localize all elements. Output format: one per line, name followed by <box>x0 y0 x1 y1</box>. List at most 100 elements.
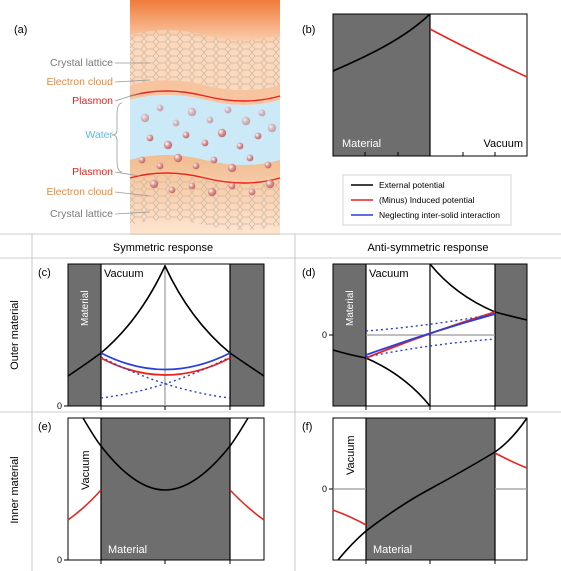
legend-neglecting-label: Neglecting inter-solid interaction <box>379 210 500 220</box>
panel-b-vacuum-label: Vacuum <box>483 138 523 150</box>
water-molecule <box>248 188 256 196</box>
panel-e-tick-zero: 0 <box>57 555 62 565</box>
water-molecule <box>264 161 272 169</box>
panel-e-material-label: Material <box>108 544 147 556</box>
label-water: Water <box>85 129 113 141</box>
water-molecule <box>241 116 251 126</box>
panel-b-material-label: Material <box>342 138 381 150</box>
panel-c-vacuum-label: Vacuum <box>104 268 144 280</box>
panel-c: (c) Vacuum Material 0 <box>38 263 265 411</box>
label-electron-cloud-top: Electron cloud <box>46 76 113 88</box>
panel-c-frame <box>67 263 265 407</box>
water-molecule <box>206 116 214 124</box>
water-molecule <box>227 163 237 173</box>
panel-d: (d) Vacuum Material 0 <box>302 263 528 410</box>
water-molecule <box>265 179 275 189</box>
water-molecule <box>210 156 218 164</box>
water-molecule <box>172 119 180 127</box>
panel-f: (f) Vacuum Material 0 <box>302 417 528 564</box>
panel-b-label: (b) <box>302 24 315 36</box>
panel-f-induced-right <box>494 452 528 469</box>
water-molecule <box>258 109 266 117</box>
panel-c-neglecting-dotted-1 <box>100 356 231 399</box>
panel-f-label: (f) <box>302 421 312 433</box>
water-molecule <box>146 134 154 142</box>
bottom-plasmon-line <box>129 172 281 184</box>
water-molecule <box>156 162 164 170</box>
panel-c-neglecting-dotted-2 <box>100 356 231 399</box>
label-plasmon-bottom: Plasmon <box>72 166 113 178</box>
water-molecule <box>163 140 173 150</box>
panel-c-external-potential <box>67 264 265 377</box>
panel-d-neglecting-dotted-2 <box>365 338 496 358</box>
panel-a-leader-lines <box>111 62 151 215</box>
water-molecule <box>168 186 176 194</box>
panel-d-material-left <box>333 264 366 406</box>
panel-c-material-label: Material <box>80 290 91 326</box>
top-crystal-lattice <box>130 30 280 90</box>
panel-b-material-region <box>333 14 430 156</box>
water-molecule <box>201 139 209 147</box>
grid-lines <box>0 233 561 571</box>
water-molecule <box>173 153 183 163</box>
panel-e-induced-right <box>229 489 265 521</box>
panel-d-material-label: Material <box>345 290 356 326</box>
legend-induced-label: (Minus) Induced potential <box>379 195 475 205</box>
panel-e-ticks <box>64 559 231 564</box>
panel-c-material-left <box>68 264 101 406</box>
panel-e-label: (e) <box>38 421 51 433</box>
panel-b-external-potential <box>332 13 431 72</box>
panel-c-label: (c) <box>38 267 51 279</box>
water-molecule <box>228 182 236 190</box>
water-molecule <box>224 106 232 114</box>
panel-f-vacuum-label: Vacuum <box>345 435 357 475</box>
water-molecules <box>138 104 277 197</box>
panel-b-ticks <box>364 152 496 156</box>
legend-external-label: External potential <box>379 180 445 190</box>
water-molecule <box>207 187 217 197</box>
panel-e-external-potential <box>82 417 249 491</box>
water-molecule <box>236 142 244 150</box>
panel-f-induced-left <box>332 509 367 526</box>
water-molecule <box>254 132 262 140</box>
panel-e-frame <box>67 417 265 561</box>
water-molecule <box>149 179 159 189</box>
panel-c-neglecting-solid <box>100 352 231 371</box>
column-header-antisymmetric: Anti-symmetric response <box>367 242 488 254</box>
panel-b: (b) Material Vacuum <box>302 13 528 157</box>
water-molecule <box>267 123 277 133</box>
bottom-crystal-lattice <box>130 175 280 230</box>
panel-c-material-right <box>230 264 264 406</box>
panel-a: (a) Crystal lattice Electron cloud Plasm… <box>14 0 281 235</box>
panel-f-ticks <box>329 488 496 564</box>
row-header-outer: Outer material <box>9 300 21 370</box>
water-molecule <box>188 182 196 190</box>
water-molecule <box>140 113 150 123</box>
water-molecule <box>138 156 146 164</box>
water-molecule <box>182 131 190 139</box>
water-molecule <box>192 162 200 170</box>
panel-d-neglecting-dotted-1 <box>365 313 496 332</box>
panel-d-neglecting-solid <box>365 313 496 356</box>
panel-e-vacuum-label: Vacuum <box>80 450 92 490</box>
panel-d-ticks <box>329 334 496 410</box>
column-header-symmetric: Symmetric response <box>113 242 213 254</box>
panel-c-tick-zero: 0 <box>57 401 62 411</box>
panel-e-material-region <box>101 418 230 560</box>
row-header-inner: Inner material <box>9 456 21 523</box>
panel-d-label: (d) <box>302 267 315 279</box>
panel-f-material-label: Material <box>373 544 412 556</box>
water-molecule <box>156 104 164 112</box>
label-electron-cloud-bottom: Electron cloud <box>46 186 113 198</box>
panel-a-label: (a) <box>14 24 27 36</box>
panel-d-material-right <box>495 264 527 406</box>
water-molecule <box>217 128 227 138</box>
top-cloud-fringe <box>130 80 280 105</box>
panel-f-tick-zero: 0 <box>322 484 327 494</box>
label-crystal-lattice-top: Crystal lattice <box>50 57 113 69</box>
panel-e: (e) Vacuum Material 0 <box>38 417 265 565</box>
legend: External potential (Minus) Induced poten… <box>342 174 512 226</box>
top-plasmon-line <box>129 90 281 102</box>
panel-d-vacuum-label: Vacuum <box>369 268 409 280</box>
